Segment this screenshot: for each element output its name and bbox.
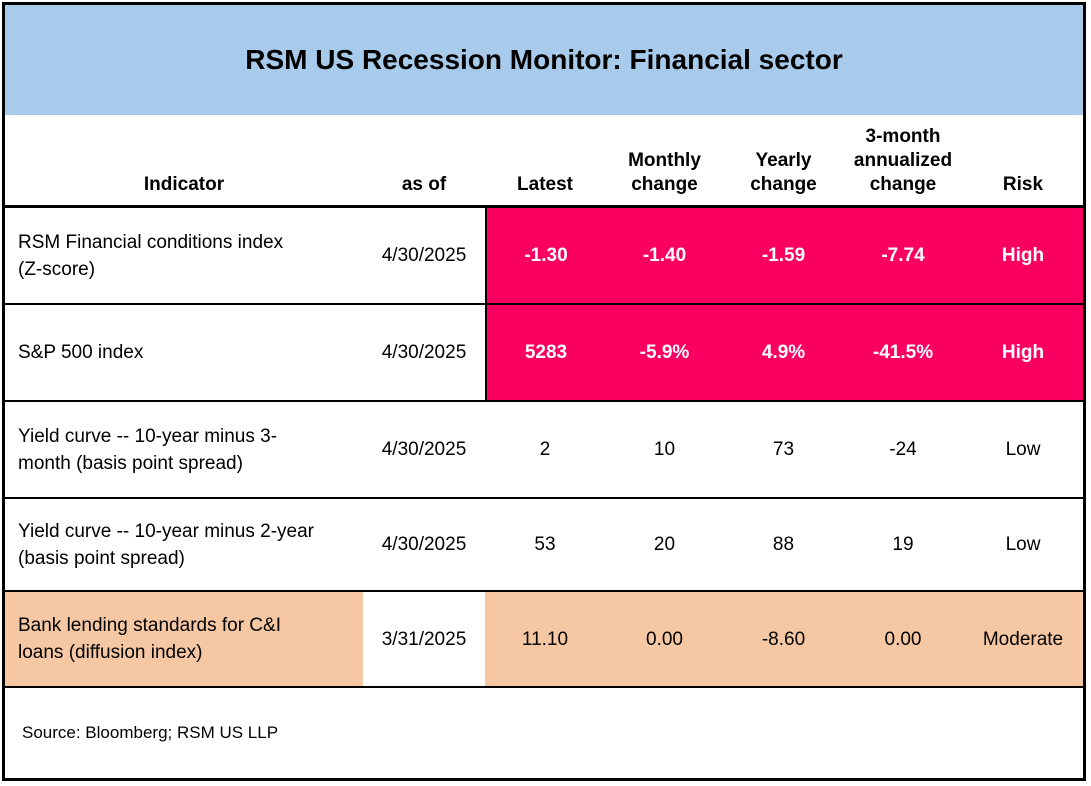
monthly-change-value: 10: [653, 439, 676, 460]
indicator-label: Bank lending standards for C&I loans (di…: [5, 592, 363, 686]
latest-value: -1.30: [485, 208, 605, 303]
annualized-3m-change-value: 0.00: [843, 592, 963, 686]
latest-value: 11.10: [485, 592, 605, 686]
table-row-yield-curve-10y-3m: Yield curve -- 10-year minus 3- month (b…: [5, 400, 1083, 497]
yearly-change-value: 73: [772, 439, 795, 460]
latest-value: 2: [539, 439, 551, 460]
column-header-monthly-change: Monthly change: [628, 150, 701, 195]
risk-badge: High: [963, 208, 1083, 303]
annualized-3m-change-value: -24: [889, 439, 917, 460]
column-header-indicator: Indicator: [143, 174, 225, 195]
table-row-financial-conditions-index: RSM Financial conditions index (Z-score)…: [5, 205, 1083, 303]
page-title: RSM US Recession Monitor: Financial sect…: [245, 44, 843, 75]
indicator-label: Yield curve -- 10-year minus 2-year (bas…: [18, 520, 315, 569]
risk-badge: Moderate: [963, 592, 1083, 686]
column-header-as-of: as of: [401, 174, 447, 195]
column-header-latest: Latest: [517, 174, 573, 195]
as-of-date: 4/30/2025: [381, 439, 467, 460]
as-of-date: 4/30/2025: [381, 534, 467, 555]
footer: Source: Bloomberg; RSM US LLP: [5, 686, 1083, 778]
annualized-3m-change-value: -41.5%: [843, 305, 963, 400]
table-row-yield-curve-10y-2y: Yield curve -- 10-year minus 2-year (bas…: [5, 497, 1083, 590]
table-row-sp500-index: S&P 500 index 4/30/2025 5283 -5.9% 4.9% …: [5, 303, 1083, 400]
yearly-change-value: -8.60: [724, 592, 843, 686]
yearly-change-value: 88: [772, 534, 795, 555]
monthly-change-value: -1.40: [605, 208, 724, 303]
column-header-risk: Risk: [1002, 174, 1044, 195]
table-row-bank-lending-standards: Bank lending standards for C&I loans (di…: [5, 590, 1083, 686]
source-note: Source: Bloomberg; RSM US LLP: [22, 723, 279, 742]
risk-badge: High: [963, 305, 1083, 400]
annualized-3m-change-value: -7.74: [843, 208, 963, 303]
risk-badge: Low: [1005, 439, 1041, 460]
indicator-label: S&P 500 index: [18, 342, 144, 363]
table-header-row: Indicator as of Latest Monthly change Ye…: [5, 115, 1083, 205]
as-of-date: 4/30/2025: [381, 245, 467, 266]
annualized-3m-change-value: 19: [892, 534, 914, 555]
indicator-label: RSM Financial conditions index (Z-score): [18, 231, 284, 280]
column-header-yearly-change: Yearly change: [750, 150, 817, 195]
indicator-label: Yield curve -- 10-year minus 3- month (b…: [18, 425, 278, 474]
latest-value: 53: [534, 534, 556, 555]
as-of-date: 4/30/2025: [381, 342, 467, 363]
column-header-3m-annualized-change: 3-month annualized change: [853, 126, 953, 195]
title-band: RSM US Recession Monitor: Financial sect…: [5, 5, 1083, 115]
yearly-change-value: 4.9%: [724, 305, 843, 400]
risk-badge: Low: [1005, 534, 1041, 555]
as-of-date: 3/31/2025: [381, 628, 467, 650]
latest-value: 5283: [485, 305, 605, 400]
yearly-change-value: -1.59: [724, 208, 843, 303]
monthly-change-value: -5.9%: [605, 305, 724, 400]
monthly-change-value: 0.00: [605, 592, 724, 686]
monthly-change-value: 20: [653, 534, 676, 555]
